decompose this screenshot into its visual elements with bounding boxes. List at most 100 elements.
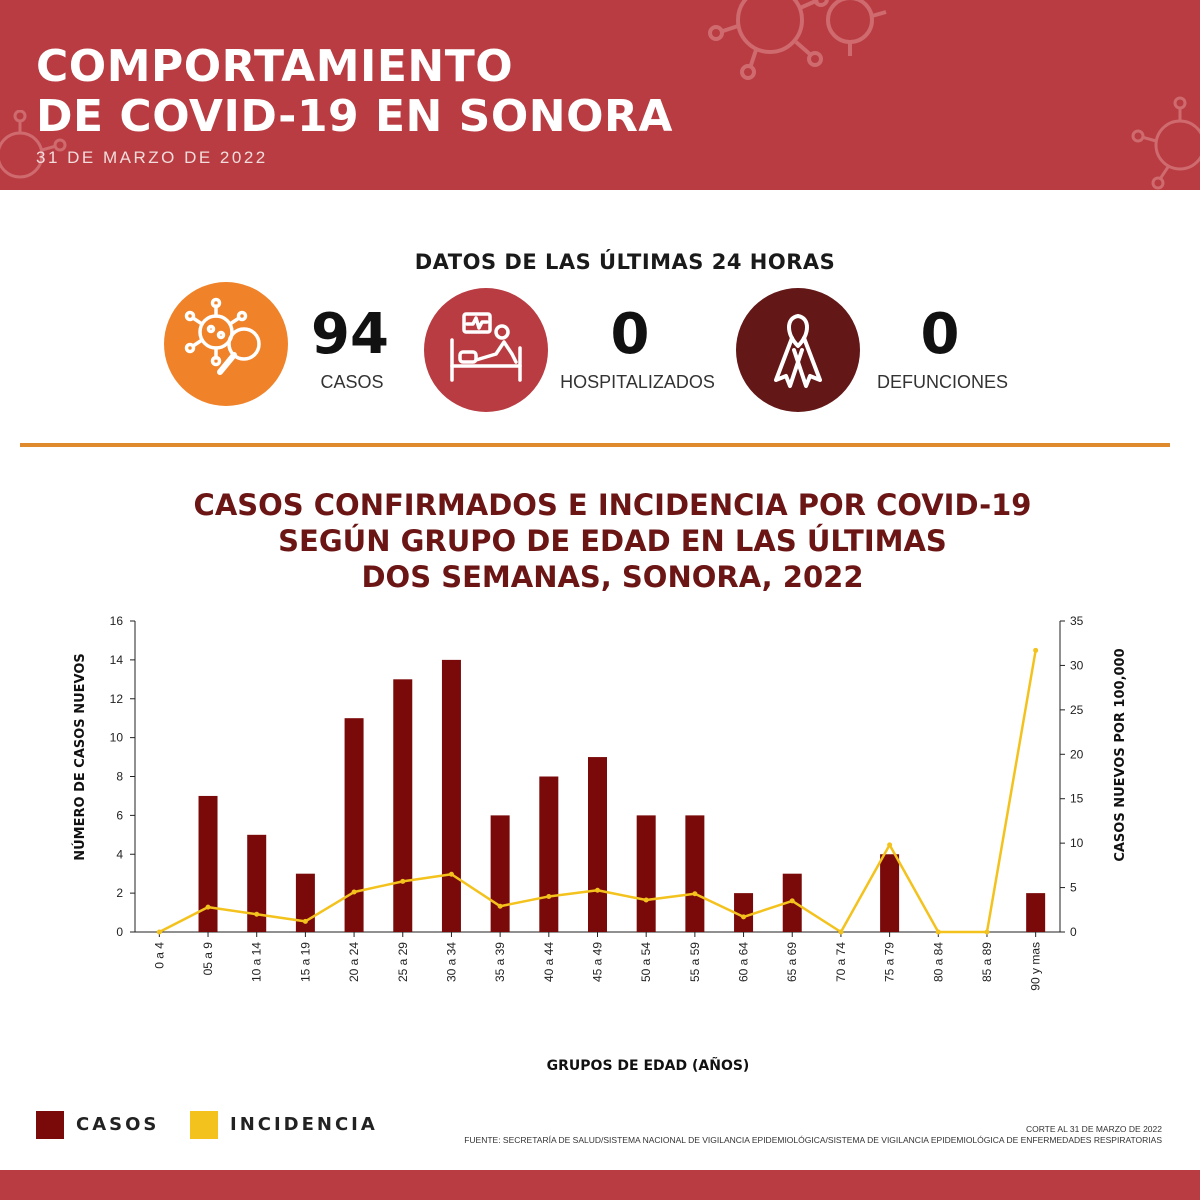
x-tick-label: 30 a 34 [444,942,458,982]
incidence-point [838,929,844,935]
bar-75-a-79 [880,854,900,932]
ribbon-icon [774,314,822,388]
incidence-point [1033,647,1039,653]
incidence-point [935,929,941,935]
legend-cases-swatch [36,1111,64,1139]
virus-decoration-icon [708,0,887,80]
incidence-point [643,897,649,903]
y2-tick-label: 35 [1070,614,1084,628]
hospitalized-label: HOSPITALIZADOS [560,372,715,392]
x-tick-label: 70 a 74 [834,942,848,982]
y2-tick-label: 0 [1070,925,1077,939]
y-tick-label: 12 [110,692,124,706]
legend-incidence-swatch [190,1111,218,1139]
bar-55-a-59 [685,815,705,932]
x-tick-label: 45 a 49 [591,942,605,982]
x-tick-label: 40 a 44 [542,942,556,982]
hospital-bed-icon [450,312,522,382]
x-tick-label: 55 a 59 [688,942,702,982]
bar-10-a-14 [247,834,267,932]
x-axis-title: GRUPOS DE EDAD (AÑOS) [547,1057,750,1074]
x-tick-label: 10 a 14 [250,942,264,982]
incidence-point [984,929,990,935]
bar-50-a-54 [636,815,656,932]
y-tick-label: 14 [110,653,124,667]
y-axis-title: NÚMERO DE CASOS NUEVOS [72,653,88,861]
incidence-point [156,929,162,935]
report-date: 31 DE MARZO DE 2022 [36,148,268,167]
x-tick-label: 15 a 19 [298,942,312,982]
incidence-point [546,893,552,899]
incidence-point [497,903,503,909]
page-title: COMPORTAMIENTO DE COVID-19 EN SONORA [36,41,673,142]
x-tick-label: 80 a 84 [931,942,945,982]
deaths-value: 0 [920,302,960,367]
cases-value: 94 [311,302,389,367]
incidence-point [302,918,308,924]
incidence-point [205,904,211,910]
data-source-note: FUENTE: SECRETARÍA DE SALUD/SISTEMA NACI… [464,1135,1162,1145]
y2-tick-label: 20 [1070,747,1084,761]
y-tick-label: 0 [116,925,123,939]
deaths-label: DEFUNCIONES [876,372,1008,392]
virus-decoration-icon [1131,96,1200,190]
incidence-point [692,891,698,897]
hospitalized-icon-circle [424,288,548,412]
legend-cases-label: CASOS [76,1114,160,1135]
data-cutoff-note: CORTE AL 31 DE MARZO DE 2022 [1025,1124,1162,1134]
chart-title: CASOS CONFIRMADOS E INCIDENCIA POR COVID… [193,488,1032,594]
bar-05-a-9 [198,795,218,932]
x-tick-label: 90 y mas [1029,942,1043,991]
incidence-point [400,878,406,884]
y-tick-label: 2 [116,886,123,900]
y2-tick-label: 5 [1070,881,1077,895]
stats-title: DATOS DE LAS ÚLTIMAS 24 HORAS [414,250,836,274]
x-tick-label: 0 a 4 [152,942,166,969]
y-tick-label: 6 [116,808,123,822]
bar-20-a-24 [344,718,364,932]
incidence-point [741,914,747,920]
x-tick-label: 25 a 29 [396,942,410,982]
y2-tick-label: 10 [1070,836,1084,850]
x-tick-label: 65 a 69 [785,942,799,982]
age-group-chart: 0 2 4 6 8 10 12 14 16 0 5 10 15 20 25 30 35 0 a 4 05 a 9 10… [72,614,1128,1074]
incidence-point [448,871,454,877]
bar-25-a-29 [393,679,413,932]
x-tick-label: 75 a 79 [883,942,897,982]
deaths-icon-circle [736,288,860,412]
cases-icon-circle [164,282,288,406]
bar-90-y-mas [1026,893,1046,932]
y-tick-label: 4 [116,847,123,861]
incidence-point [789,898,795,904]
x-tick-label: 50 a 54 [639,942,653,982]
bar-30-a-34 [441,659,461,932]
incidence-point [254,911,260,917]
x-tick-label: 60 a 64 [737,942,751,982]
incidence-point [351,889,357,895]
y-tick-label: 8 [116,770,123,784]
header-banner: COMPORTAMIENTO DE COVID-19 EN SONORA 31 … [0,0,1200,190]
y-tick-label: 16 [110,614,124,628]
section-divider [20,443,1170,447]
incidence-point [595,887,600,893]
bar-40-a-44 [539,776,559,932]
incidence-point [887,842,893,848]
y2-tick-label: 30 [1070,658,1084,672]
footer-bar [0,1170,1200,1200]
y-tick-label: 10 [110,731,124,745]
hospitalized-value: 0 [610,302,650,367]
cases-label: CASOS [320,372,384,392]
bar-45-a-49 [588,757,607,932]
x-tick-label: 05 a 9 [201,942,215,976]
x-tick-label: 35 a 39 [493,942,507,982]
virus-decoration-icon [0,110,67,179]
y2-tick-label: 15 [1070,792,1084,806]
y2-axis-title: CASOS NUEVOS POR 100,000 [1113,648,1128,861]
bar-60-a-64 [734,893,754,932]
x-tick-label: 20 a 24 [347,942,361,982]
x-tick-label: 85 a 89 [980,942,994,982]
virus-magnifier-icon [184,297,261,375]
legend-incidence-label: INCIDENCIA [230,1114,378,1135]
bar-35-a-39 [490,815,510,932]
y2-tick-label: 25 [1070,703,1084,717]
